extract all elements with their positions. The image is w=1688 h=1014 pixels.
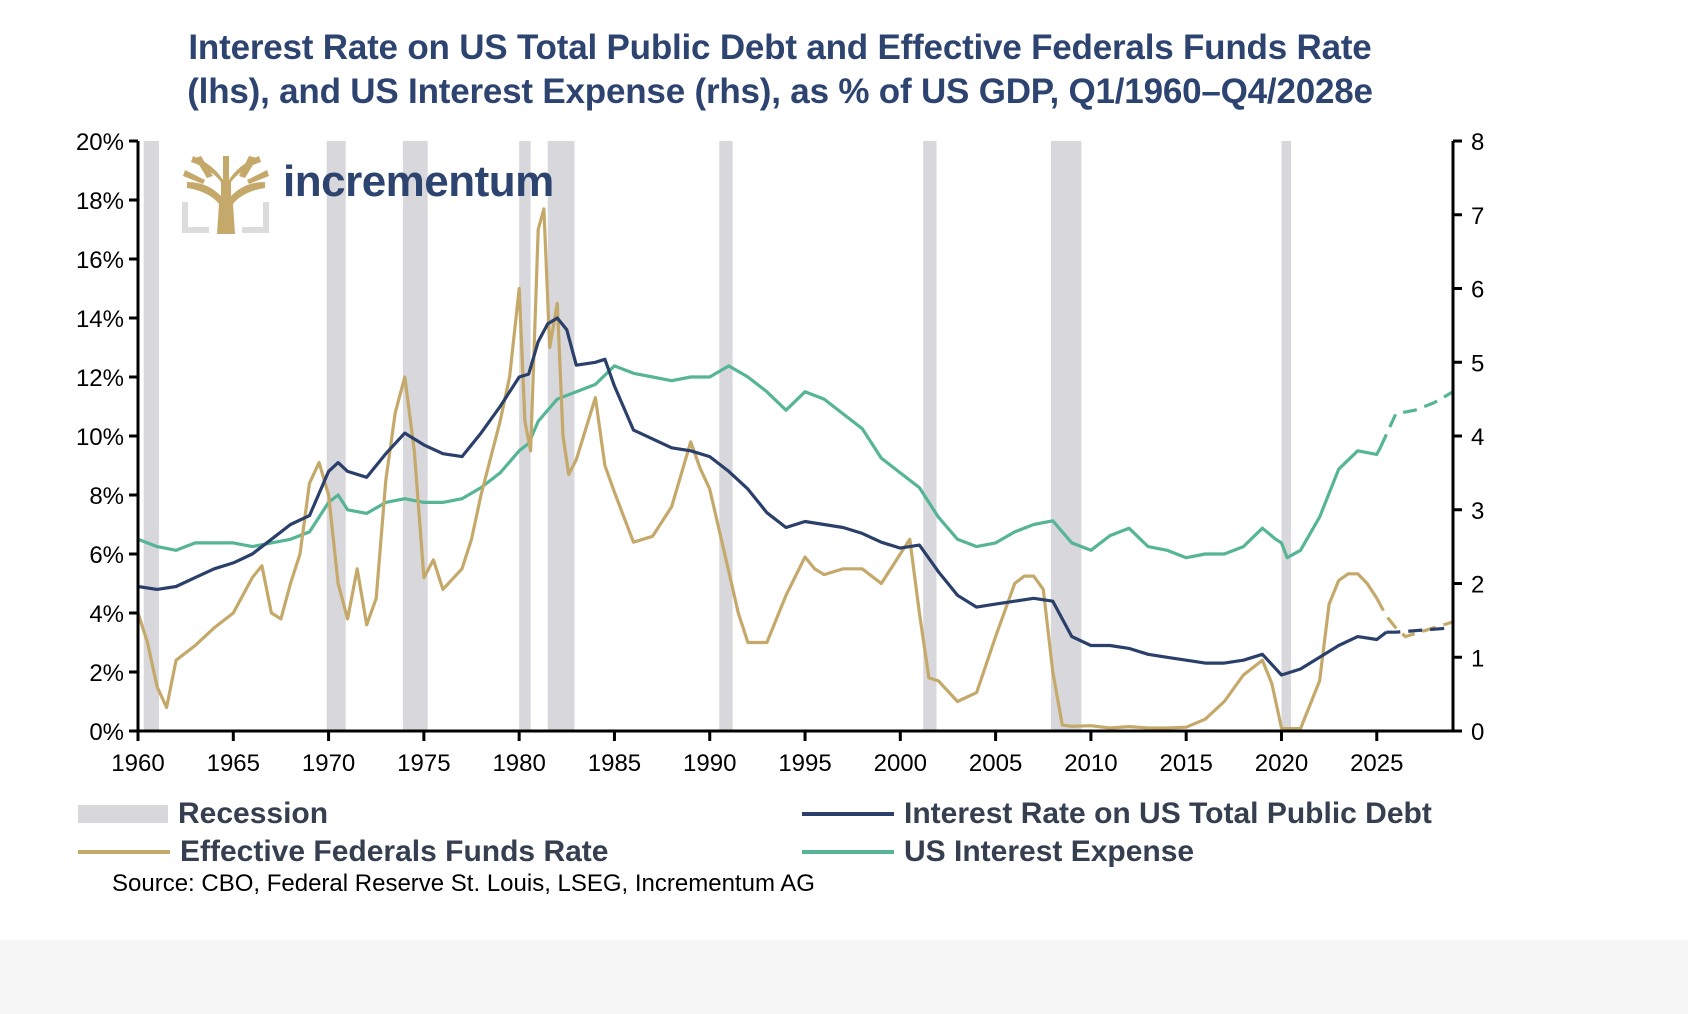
x-tick-label: 2015 bbox=[1159, 750, 1212, 777]
chart-title-line-1: Interest Rate on US Total Public Debt an… bbox=[188, 28, 1372, 67]
legend-item-recession: Recession bbox=[78, 797, 328, 831]
y-right-tick-label: 4 bbox=[1471, 424, 1484, 451]
series-forecast-us-interest-expense bbox=[1379, 390, 1454, 448]
logo-text: incrementum bbox=[283, 157, 554, 206]
chart: incrementum 0% 2% 4% 6% 8% 10% 12% 14% 16% 18% 20%… bbox=[76, 129, 1484, 777]
legend-swatch-effr bbox=[78, 850, 170, 854]
footer-band bbox=[0, 940, 1688, 1014]
tree-icon bbox=[182, 156, 269, 234]
recession-band bbox=[326, 141, 346, 731]
x-tick-label: 1975 bbox=[397, 750, 450, 777]
legend-item-expense: US Interest Expense bbox=[802, 835, 1194, 869]
legend-label-effr: Effective Federals Funds Rate bbox=[180, 835, 609, 868]
y-left-tick-label: 20% bbox=[76, 129, 124, 156]
legend-item-debt-rate: Interest Rate on US Total Public Debt bbox=[802, 797, 1432, 831]
series-layer bbox=[136, 207, 1454, 731]
y-right-tick-label: 7 bbox=[1471, 203, 1484, 230]
y-left-tick-label: 10% bbox=[76, 424, 124, 451]
y-left-tick-label: 0% bbox=[89, 719, 124, 746]
y-right-tick-label: 5 bbox=[1471, 350, 1484, 377]
chart-title: Interest Rate on US Total Public Debt an… bbox=[0, 26, 1560, 114]
recession-band bbox=[1050, 141, 1082, 731]
series-line-effective-federals-funds-rate bbox=[136, 207, 1379, 731]
y-right-tick-label: 8 bbox=[1471, 129, 1484, 156]
x-tick-label: 1995 bbox=[778, 750, 831, 777]
y-left-tick-label: 6% bbox=[89, 542, 124, 569]
legend-label-debt-rate: Interest Rate on US Total Public Debt bbox=[904, 797, 1432, 830]
y-left-tick-label: 14% bbox=[76, 306, 124, 333]
x-tick-label: 2000 bbox=[874, 750, 927, 777]
y-right-tick-label: 3 bbox=[1471, 498, 1484, 525]
y-left-tick-label: 8% bbox=[89, 483, 124, 510]
y-right-tick-label: 1 bbox=[1471, 645, 1484, 672]
y-left-tick-label: 4% bbox=[89, 601, 124, 628]
x-tick-label: 2005 bbox=[969, 750, 1022, 777]
logo: incrementum bbox=[182, 156, 554, 234]
x-tick-label: 1980 bbox=[492, 750, 545, 777]
recession-band bbox=[519, 141, 531, 731]
x-tick-label: 1970 bbox=[302, 750, 355, 777]
recession-bands bbox=[143, 141, 1292, 731]
x-tick-label: 2025 bbox=[1350, 750, 1403, 777]
axes: 0% 2% 4% 6% 8% 10% 12% 14% 16% 18% 20% 0 1 2 3 4 5 6 7 8 196… bbox=[76, 129, 1484, 777]
recession-band bbox=[923, 141, 937, 731]
legend-label-expense: US Interest Expense bbox=[904, 835, 1195, 868]
y-left-tick-label: 18% bbox=[76, 188, 124, 215]
recession-band bbox=[547, 141, 575, 731]
y-left-tick-label: 16% bbox=[76, 247, 124, 274]
legend-swatch-debt-rate bbox=[802, 812, 894, 816]
recession-band bbox=[1281, 141, 1292, 731]
series-line-us-interest-expense bbox=[137, 364, 1383, 560]
legend-item-effr: Effective Federals Funds Rate bbox=[78, 835, 608, 869]
x-tick-label: 1960 bbox=[111, 750, 164, 777]
chart-title-line-2: (lhs), and US Interest Expense (rhs), as… bbox=[187, 72, 1373, 111]
source-note: Source: CBO, Federal Reserve St. Louis, … bbox=[112, 870, 815, 897]
x-tick-label: 1990 bbox=[683, 750, 736, 777]
y-left-tick-label: 2% bbox=[89, 660, 124, 687]
recession-band bbox=[719, 141, 733, 731]
x-tick-label: 1985 bbox=[588, 750, 641, 777]
legend-swatch-expense bbox=[802, 850, 894, 854]
legend-swatch-recession bbox=[78, 805, 168, 823]
legend-label-recession: Recession bbox=[178, 797, 329, 830]
y-right-tick-label: 2 bbox=[1471, 572, 1484, 599]
y-left-tick-label: 12% bbox=[76, 365, 124, 392]
x-tick-label: 2010 bbox=[1064, 750, 1117, 777]
series-forecast-interest-rate-on-us-total-public-debt bbox=[1386, 626, 1454, 634]
series-line-interest-rate-on-us-total-public-debt bbox=[137, 316, 1388, 677]
y-right-tick-label: 6 bbox=[1471, 277, 1484, 304]
x-tick-label: 1965 bbox=[207, 750, 260, 777]
y-right-tick-label: 0 bbox=[1471, 719, 1484, 746]
x-tick-label: 2020 bbox=[1255, 750, 1308, 777]
recession-band bbox=[143, 141, 159, 731]
